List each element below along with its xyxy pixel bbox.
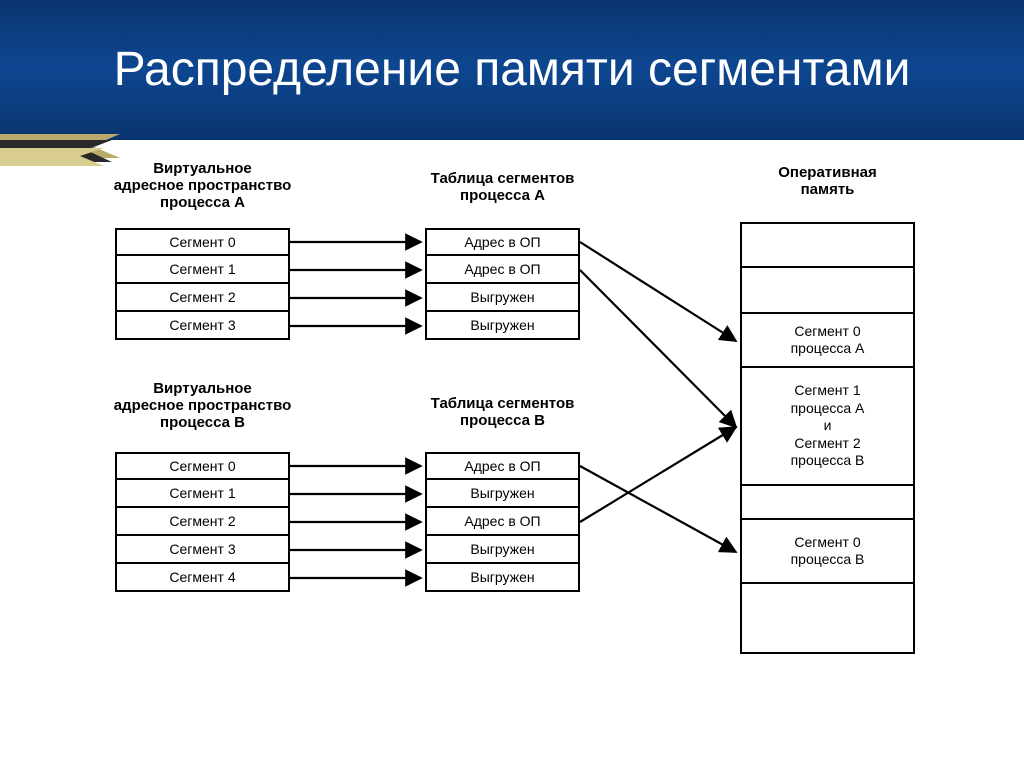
slide-header: Распределение памяти сегментами xyxy=(0,0,1024,140)
diagram-canvas: Виртуальноеадресное пространствопроцесса… xyxy=(0,140,1024,767)
memory-segment xyxy=(740,268,915,314)
tab_a-cell: Выгружен xyxy=(425,284,580,312)
vas_b-cell: Сегмент 0 xyxy=(115,452,290,480)
vas_a-cell: Сегмент 3 xyxy=(115,312,290,340)
vas_b-cell: Сегмент 4 xyxy=(115,564,290,592)
vas_a-cell: Сегмент 0 xyxy=(115,228,290,256)
tab_b-cell: Адрес в ОП xyxy=(425,508,580,536)
tab_b-cell: Выгружен xyxy=(425,480,580,508)
memory-segment xyxy=(740,222,915,268)
column-label-vas_b: Виртуальноеадресное пространствопроцесса… xyxy=(95,380,310,431)
column-label-memory: Оперативнаяпамять xyxy=(720,164,935,198)
memory-segment: Сегмент 0процесса В xyxy=(740,520,915,584)
column-label-tab_b: Таблица сегментовпроцесса В xyxy=(405,395,600,429)
slide-title: Распределение памяти сегментами xyxy=(114,42,911,97)
tab_b-cell: Выгружен xyxy=(425,564,580,592)
column-label-tab_a: Таблица сегментовпроцесса А xyxy=(405,170,600,204)
tab_b-cell: Адрес в ОП xyxy=(425,452,580,480)
vas_a-cell: Сегмент 1 xyxy=(115,256,290,284)
column-label-vas_a: Виртуальноеадресное пространствопроцесса… xyxy=(95,160,310,211)
memory-segment xyxy=(740,584,915,654)
memory-segment: Сегмент 1процесса АиСегмент 2процесса В xyxy=(740,368,915,486)
tab_b-cell: Выгружен xyxy=(425,536,580,564)
vas_b-cell: Сегмент 1 xyxy=(115,480,290,508)
vas_a-cell: Сегмент 2 xyxy=(115,284,290,312)
tab_a-cell: Адрес в ОП xyxy=(425,256,580,284)
vas_b-cell: Сегмент 3 xyxy=(115,536,290,564)
tab_a-cell: Выгружен xyxy=(425,312,580,340)
tab_a-cell: Адрес в ОП xyxy=(425,228,580,256)
vas_b-cell: Сегмент 2 xyxy=(115,508,290,536)
memory-segment xyxy=(740,486,915,520)
memory-segment: Сегмент 0процесса А xyxy=(740,314,915,368)
